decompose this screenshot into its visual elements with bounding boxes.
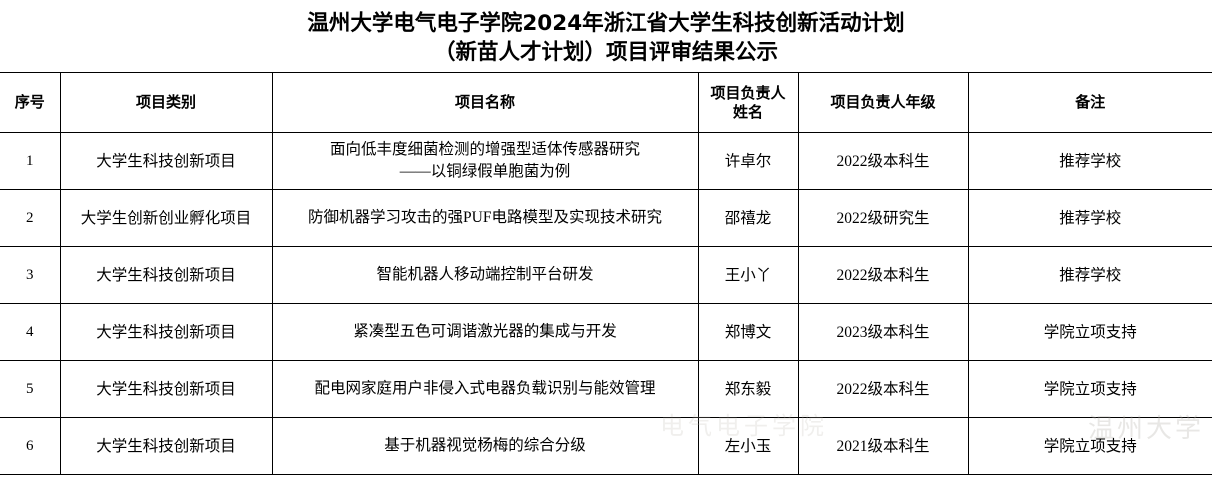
cell-leader: 邵禧龙 <box>697 189 799 247</box>
cell-index: 5 <box>0 360 61 418</box>
cell-project-name: 紧凑型五色可调谐激光器的集成与开发 <box>271 303 699 361</box>
cell-remarks: 学院立项支持 <box>967 360 1212 418</box>
column-header-leader-name-line1: 项目负责人 <box>710 83 786 102</box>
cell-project-name: 面向低丰度细菌检测的增强型适体传感器研究 ——以铜绿假单胞菌为例 <box>271 132 699 190</box>
cell-category: 大学生科技创新项目 <box>59 360 273 418</box>
table-header-row: 序号 项目类别 项目名称 项目负责人 姓名 项目负责人年级 备注 <box>0 72 1212 133</box>
title-line-2: （新苗人才计划）项目评审结果公示 <box>433 40 778 65</box>
cell-remarks: 学院立项支持 <box>967 303 1212 361</box>
cell-project-name: 基于机器视觉杨梅的综合分级 <box>271 417 699 475</box>
cell-grade: 2022级本科生 <box>797 132 969 190</box>
cell-remarks: 推荐学校 <box>967 246 1212 304</box>
cell-category: 大学生科技创新项目 <box>59 132 273 190</box>
results-table: 序号 项目类别 项目名称 项目负责人 姓名 项目负责人年级 备注 1 大学生科技… <box>0 72 1212 475</box>
table-row: 4 大学生科技创新项目 紧凑型五色可调谐激光器的集成与开发 郑博文 2023级本… <box>0 303 1212 361</box>
cell-remarks: 学院立项支持 <box>967 417 1212 475</box>
column-header-project-name: 项目名称 <box>271 72 699 133</box>
column-header-category: 项目类别 <box>59 72 273 133</box>
cell-project-name: 智能机器人移动端控制平台研发 <box>271 246 699 304</box>
cell-leader: 郑东毅 <box>697 360 799 418</box>
document-title: 温州大学电气电子学院2024年浙江省大学生科技创新活动计划 （新苗人才计划）项目… <box>0 0 1212 67</box>
cell-project-name-line1: 面向低丰度细菌检测的增强型适体传感器研究 <box>329 141 640 158</box>
table-row: 5 大学生科技创新项目 配电网家庭用户非侵入式电器负载识别与能效管理 郑东毅 2… <box>0 360 1212 418</box>
cell-index: 3 <box>0 246 61 304</box>
column-header-index: 序号 <box>0 72 61 133</box>
cell-leader: 郑博文 <box>697 303 799 361</box>
cell-leader: 王小丫 <box>697 246 799 304</box>
cell-remarks: 推荐学校 <box>967 189 1212 247</box>
cell-grade: 2022级本科生 <box>797 360 969 418</box>
cell-grade: 2023级本科生 <box>797 303 969 361</box>
table-row: 3 大学生科技创新项目 智能机器人移动端控制平台研发 王小丫 2022级本科生 … <box>0 246 1212 304</box>
cell-category: 大学生科技创新项目 <box>59 303 273 361</box>
cell-grade: 2022级研究生 <box>797 189 969 247</box>
cell-grade: 2022级本科生 <box>797 246 969 304</box>
column-header-leader-name-line2: 姓名 <box>732 102 763 121</box>
cell-index: 2 <box>0 189 61 247</box>
cell-grade: 2021级本科生 <box>797 417 969 475</box>
cell-index: 1 <box>0 132 61 190</box>
column-header-leader-name: 项目负责人 姓名 <box>697 72 799 133</box>
cell-project-name: 防御机器学习攻击的强PUF电路模型及实现技术研究 <box>271 189 699 247</box>
table-row: 6 大学生科技创新项目 基于机器视觉杨梅的综合分级 左小玉 2021级本科生 学… <box>0 417 1212 475</box>
cell-category: 大学生科技创新项目 <box>59 417 273 475</box>
table-row: 1 大学生科技创新项目 面向低丰度细菌检测的增强型适体传感器研究 ——以铜绿假单… <box>0 132 1212 190</box>
results-table-wrapper: 序号 项目类别 项目名称 项目负责人 姓名 项目负责人年级 备注 1 大学生科技… <box>0 72 1212 475</box>
cell-leader: 许卓尔 <box>697 132 799 190</box>
cell-category: 大学生科技创新项目 <box>59 246 273 304</box>
cell-leader: 左小玉 <box>697 417 799 475</box>
column-header-leader-grade: 项目负责人年级 <box>797 72 969 133</box>
title-line-1: 温州大学电气电子学院2024年浙江省大学生科技创新活动计划 <box>307 11 905 36</box>
cell-index: 6 <box>0 417 61 475</box>
cell-category: 大学生创新创业孵化项目 <box>59 189 273 247</box>
cell-remarks: 推荐学校 <box>967 132 1212 190</box>
cell-project-name: 配电网家庭用户非侵入式电器负载识别与能效管理 <box>271 360 699 418</box>
table-body: 1 大学生科技创新项目 面向低丰度细菌检测的增强型适体传感器研究 ——以铜绿假单… <box>0 132 1212 475</box>
column-header-remarks: 备注 <box>967 72 1212 133</box>
cell-project-name-line2: ——以铜绿假单胞菌为例 <box>399 163 571 180</box>
table-row: 2 大学生创新创业孵化项目 防御机器学习攻击的强PUF电路模型及实现技术研究 邵… <box>0 189 1212 247</box>
cell-index: 4 <box>0 303 61 361</box>
table-header: 序号 项目类别 项目名称 项目负责人 姓名 项目负责人年级 备注 <box>0 72 1212 133</box>
